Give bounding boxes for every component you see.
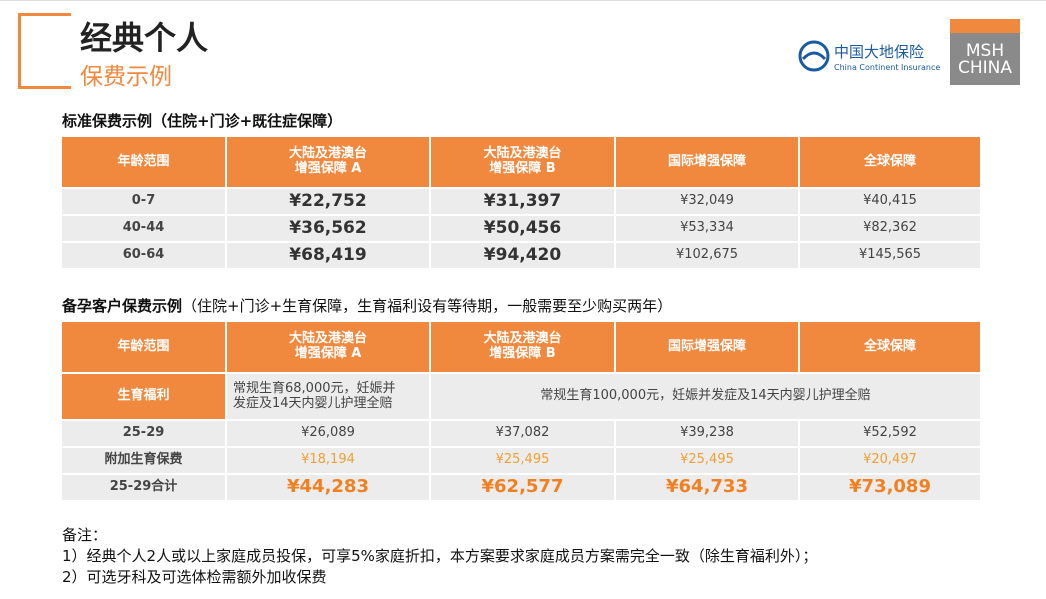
- title-bracket: [18, 13, 71, 89]
- cell: ¥94,420: [431, 243, 614, 268]
- caption-rest: （住院+门诊+生育保障，生育福利设有等待期，一般需要至少购买两年）: [182, 297, 673, 315]
- insurer-name: 中国大地保险: [834, 43, 925, 61]
- table-caption: 备孕客户保费示例（住院+门诊+生育保障，生育福利设有等待期，一般需要至少购买两年…: [62, 295, 672, 316]
- cell: ¥145,565: [800, 243, 980, 268]
- cell: ¥40,415: [800, 189, 980, 214]
- maternity-table: 年龄范围 大陆及港澳台 增强保障 A 大陆及港澳台 增强保障 B 国际增强保障 全球保障…: [60, 320, 982, 502]
- header-cell: 年龄范围: [62, 137, 225, 187]
- cell: ¥25,495: [616, 448, 798, 473]
- note-line: 2）可选牙科及可选体检需额外加收保费: [62, 568, 327, 586]
- cell: ¥73,089: [800, 475, 980, 500]
- data-row: 25-29合计 ¥44,283 ¥62,577 ¥64,733 ¥73,089: [62, 475, 980, 500]
- cell: ¥32,049: [616, 189, 798, 214]
- msh-text: MSH: [965, 41, 1005, 61]
- msh-text: CHINA: [957, 58, 1012, 78]
- cell: ¥25,495: [431, 448, 614, 473]
- cell: ¥68,419: [227, 243, 429, 268]
- cell: ¥26,089: [227, 421, 429, 446]
- header-row: 年龄范围 大陆及港澳台 增强保障 A 大陆及港澳台 增强保障 B 国际增强保障 全球保障: [62, 137, 980, 187]
- cell: ¥64,733: [616, 475, 798, 500]
- cell: 25-29: [62, 421, 225, 446]
- cell: ¥53,334: [616, 216, 798, 241]
- header-cell: 国际增强保障: [616, 137, 798, 187]
- notes-title: 备注：: [62, 526, 108, 544]
- subtitle: 保费示例: [80, 64, 172, 90]
- data-row: 25-29 ¥26,089 ¥37,082 ¥39,238 ¥52,592: [62, 421, 980, 446]
- premium-table: 年龄范围 大陆及港澳台 增强保障 A 大陆及港澳台 增强保障 B 国际增强保障 全球保障…: [60, 135, 982, 270]
- cell: 60-64: [62, 243, 225, 268]
- note-line: 1）经典个人2人或以上家庭成员投保，可享5%家庭折扣，本方案要求家庭成员方案需完…: [62, 547, 818, 565]
- cell: ¥20,497: [800, 448, 980, 473]
- cell: 附加生育保费: [62, 448, 225, 473]
- data-row: 附加生育保费 ¥18,194 ¥25,495 ¥25,495 ¥20,497: [62, 448, 980, 473]
- header-cell: 国际增强保障: [616, 322, 798, 372]
- caption-bold: 备孕客户保费示例: [62, 297, 183, 315]
- header-cell: 大陆及港澳台 增强保障 A: [227, 137, 429, 187]
- header-row: 年龄范围 大陆及港澳台 增强保障 A 大陆及港澳台 增强保障 B 国际增强保障 全球保障: [62, 322, 980, 372]
- cell: ¥36,562: [227, 216, 429, 241]
- cell: 生育福利: [62, 374, 225, 419]
- notes: 备注： 1）经典个人2人或以上家庭成员投保，可享5%家庭折扣，本方案要求家庭成员…: [62, 525, 817, 588]
- data-row: 60-64 ¥68,419 ¥94,420 ¥102,675 ¥145,565: [62, 243, 980, 268]
- header-cell: 大陆及港澳台 增强保障 B: [431, 322, 614, 372]
- data-row: 40-44 ¥36,562 ¥50,456 ¥53,334 ¥82,362: [62, 216, 980, 241]
- cell: 40-44: [62, 216, 225, 241]
- cell: ¥31,397: [431, 189, 614, 214]
- cell: ¥39,238: [616, 421, 798, 446]
- cell: 常规生育100,000元，妊娠并发症及14天内婴儿护理全赔: [431, 374, 980, 419]
- data-row: 0-7 ¥22,752 ¥31,397 ¥32,049 ¥40,415: [62, 189, 980, 214]
- cell: 25-29合计: [62, 475, 225, 500]
- insurer-icon: [798, 40, 830, 72]
- cell: ¥52,592: [800, 421, 980, 446]
- cell: ¥102,675: [616, 243, 798, 268]
- header-cell: 大陆及港澳台 增强保障 A: [227, 322, 429, 372]
- table-caption: 标准保费示例（住院+门诊+既往症保障）: [62, 112, 343, 130]
- cell: 0-7: [62, 189, 225, 214]
- cell: 常规生育68,000元，妊娠并 发症及14天内婴儿护理全赔: [227, 374, 429, 419]
- header-cell: 年龄范围: [62, 322, 225, 372]
- benefit-row: 生育福利 常规生育68,000元，妊娠并 发症及14天内婴儿护理全赔 常规生育100…: [62, 374, 980, 419]
- cell: ¥62,577: [431, 475, 614, 500]
- insurer-name-en: China Continent Insurance: [834, 63, 941, 72]
- cell: ¥37,082: [431, 421, 614, 446]
- header-cell: 大陆及港澳台 增强保障 B: [431, 137, 614, 187]
- cell: ¥50,456: [431, 216, 614, 241]
- cell: ¥44,283: [227, 475, 429, 500]
- cell: ¥18,194: [227, 448, 429, 473]
- header-cell: 全球保障: [800, 322, 980, 372]
- cell: ¥82,362: [800, 216, 980, 241]
- msh-logo: MSH CHINA: [950, 19, 1020, 85]
- title: 经典个人: [80, 19, 209, 57]
- cell: ¥22,752: [227, 189, 429, 214]
- header-cell: 全球保障: [800, 137, 980, 187]
